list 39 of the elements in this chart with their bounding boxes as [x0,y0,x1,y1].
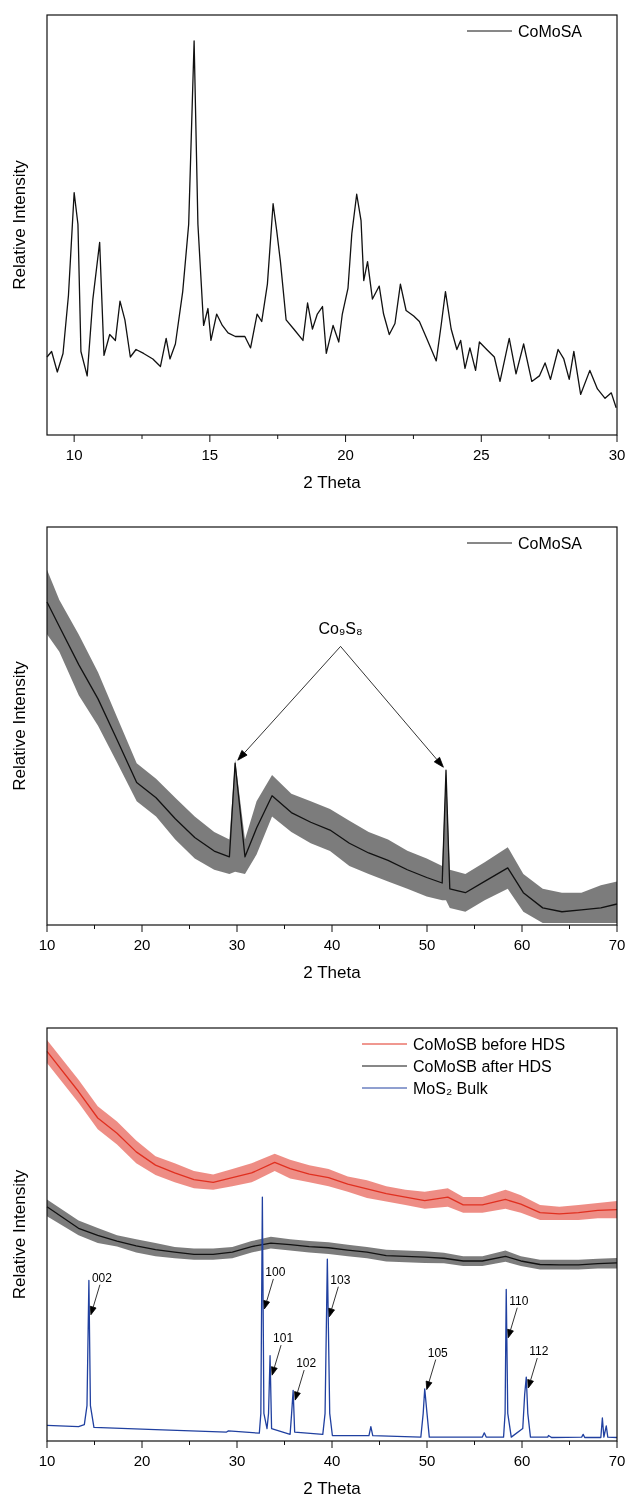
annotation: 100 [265,1264,286,1279]
legend-label: MoS₂ Bulk [413,1080,489,1097]
x-tick-label: 70 [608,936,626,953]
y-axis-title: Relative Intensity [10,159,29,290]
x-tick-label: 40 [323,936,341,953]
x-tick-label: 50 [418,1452,436,1469]
x-tick-label: 70 [608,1452,626,1469]
y-axis-title: Relative Intensity [10,1169,29,1300]
legend-label: CoMoSA [518,535,583,552]
x-tick-label: 10 [65,446,83,463]
annotation: 112 [529,1344,549,1359]
x-axis-title: 2 Theta [303,963,362,982]
annotation: 002 [91,1270,113,1285]
annotation: 101 [273,1331,294,1346]
x-tick-label: 60 [513,936,531,953]
annotation: 105 [427,1345,449,1360]
x-tick-label: 10 [38,936,56,953]
legend-label: CoMoSB after HDS [413,1058,552,1075]
legend-label: CoMoSB before HDS [413,1036,566,1053]
x-tick-label: 30 [228,1452,246,1469]
x-tick-label: 60 [513,1452,531,1469]
x-tick-label: 10 [38,1452,56,1469]
x-tick-label: 50 [418,936,436,953]
annotation: 102 [296,1356,317,1371]
annotation: Co₉S₈ [318,620,363,638]
x-axis-title: 2 Theta [303,473,362,492]
x-tick-label: 25 [472,446,490,463]
y-axis-title: Relative Intensity [10,660,29,791]
x-axis-title: 2 Theta [303,1479,362,1498]
x-tick-label: 30 [608,446,626,463]
annotation: 103 [330,1272,351,1287]
x-tick-label: 20 [337,446,354,463]
x-tick-label: 20 [133,936,151,953]
x-tick-label: 30 [228,936,246,953]
annotation: 110 [509,1293,529,1308]
x-tick-label: 15 [201,446,219,463]
legend-label: CoMoSA [518,23,583,40]
x-tick-label: 40 [323,1452,341,1469]
x-tick-label: 20 [133,1452,151,1469]
